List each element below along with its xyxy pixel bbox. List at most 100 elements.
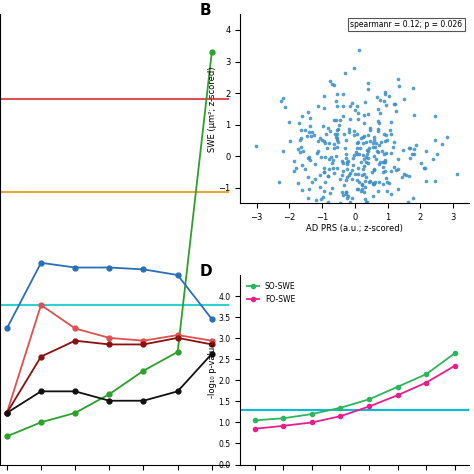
Point — [360, 162, 367, 170]
Point — [337, 175, 344, 182]
Point — [329, 164, 337, 172]
Point — [298, 161, 305, 169]
Point — [330, 169, 337, 176]
Point — [339, 167, 346, 174]
Point — [333, 126, 341, 134]
Point — [376, 109, 384, 117]
Point — [330, 140, 337, 147]
Point — [327, 153, 334, 161]
Point — [334, 137, 341, 144]
Point — [346, 102, 354, 110]
Point — [354, 144, 361, 152]
Point — [344, 157, 351, 164]
Point — [298, 112, 306, 119]
Point — [327, 189, 334, 197]
Point — [301, 165, 309, 173]
Point — [351, 106, 359, 114]
Point — [354, 185, 362, 193]
Point — [326, 139, 333, 146]
Point — [356, 144, 364, 152]
Point — [353, 130, 360, 138]
Point — [420, 164, 428, 172]
Point — [375, 141, 383, 148]
Point — [332, 152, 340, 160]
Point — [383, 137, 391, 144]
Point — [373, 147, 381, 155]
Point — [430, 155, 438, 163]
Point — [343, 136, 350, 144]
Point — [410, 150, 418, 158]
Point — [400, 95, 408, 103]
Point — [311, 175, 319, 183]
Point — [374, 128, 382, 135]
Point — [362, 195, 369, 203]
Point — [382, 91, 389, 98]
Point — [343, 173, 350, 181]
Point — [316, 171, 323, 179]
Point — [382, 174, 390, 182]
Point — [334, 126, 342, 133]
Point — [277, 97, 285, 105]
Point — [366, 178, 374, 185]
Point — [373, 140, 380, 147]
Point — [319, 122, 327, 129]
Point — [361, 177, 369, 185]
Point — [382, 101, 390, 109]
Point — [360, 132, 367, 139]
Point — [329, 156, 337, 164]
Point — [364, 85, 372, 92]
Point — [341, 69, 349, 77]
Point — [432, 136, 439, 144]
Point — [355, 138, 362, 146]
Point — [321, 154, 329, 161]
Point — [293, 164, 301, 172]
Point — [308, 179, 316, 186]
Point — [365, 144, 373, 152]
Point — [342, 154, 350, 162]
Point — [378, 147, 385, 155]
FO-SWE — [337, 413, 343, 419]
Point — [297, 143, 305, 151]
Point — [324, 144, 331, 152]
Point — [320, 169, 328, 176]
Point — [342, 150, 349, 158]
Point — [359, 133, 367, 141]
Point — [422, 177, 430, 184]
Point — [348, 175, 356, 183]
Point — [279, 148, 287, 155]
Point — [281, 103, 288, 111]
Point — [365, 147, 372, 155]
Point — [326, 155, 333, 163]
Point — [341, 145, 349, 152]
Point — [421, 164, 429, 172]
Point — [381, 88, 388, 96]
Point — [406, 144, 413, 151]
Point — [312, 196, 320, 203]
Point — [405, 173, 413, 180]
Point — [340, 182, 347, 189]
Point — [369, 180, 376, 187]
Point — [332, 97, 340, 105]
Point — [314, 102, 322, 110]
Point — [320, 137, 328, 145]
Point — [291, 168, 298, 175]
Point — [327, 77, 334, 85]
Point — [346, 169, 354, 177]
Point — [400, 171, 408, 178]
Point — [343, 194, 350, 202]
Point — [379, 180, 386, 187]
Point — [332, 134, 339, 141]
Point — [399, 146, 407, 153]
Point — [332, 116, 340, 124]
Point — [370, 133, 378, 141]
Point — [333, 164, 341, 172]
Point — [308, 128, 315, 136]
Point — [328, 80, 336, 87]
Point — [365, 159, 372, 167]
Point — [317, 183, 324, 191]
Point — [325, 165, 333, 173]
Point — [320, 104, 328, 112]
Text: D: D — [199, 264, 212, 279]
Point — [377, 138, 384, 146]
SO-SWE — [252, 418, 257, 423]
